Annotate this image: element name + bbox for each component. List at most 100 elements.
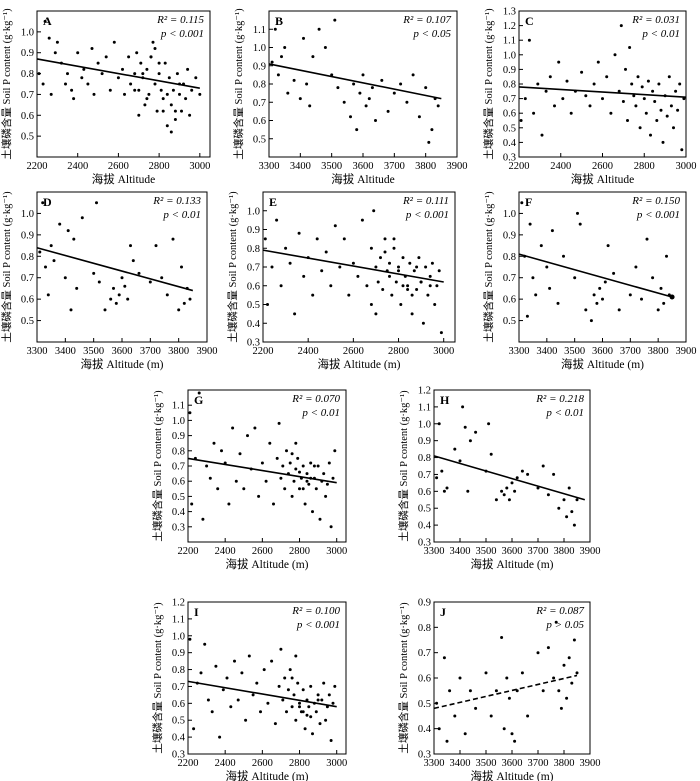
data-point	[655, 119, 659, 122]
data-point	[659, 108, 663, 112]
data-point	[439, 331, 443, 335]
data-point	[292, 78, 296, 82]
data-point	[360, 218, 364, 222]
x-tick-label: 2400	[550, 161, 571, 172]
data-point	[401, 284, 405, 288]
data-point	[356, 274, 360, 278]
data-point	[411, 73, 415, 77]
r-squared-label: R² = 0.150	[631, 195, 680, 207]
r-squared-label: R² = 0.087	[535, 605, 584, 617]
data-point	[53, 51, 57, 55]
y-axis-label: 土壤磷含量 Soil P content (g·kg⁻¹)	[397, 390, 410, 542]
data-point	[646, 79, 650, 83]
x-tick-label: 3800	[415, 161, 436, 172]
data-point	[314, 710, 318, 714]
r-squared-label: R² = 0.100	[291, 605, 340, 617]
y-tick-label: 0.4	[172, 507, 186, 518]
data-point	[233, 659, 236, 663]
panel-letter: I	[194, 605, 199, 619]
x-tick-label: 3900	[676, 346, 697, 357]
data-point	[308, 104, 312, 108]
data-point	[311, 55, 315, 59]
data-point	[69, 308, 73, 312]
data-point	[214, 664, 218, 668]
data-point	[412, 269, 416, 273]
y-tick-label: 1.0	[172, 631, 185, 642]
data-point	[325, 482, 329, 486]
y-tick-label: 1.0	[21, 27, 34, 38]
data-point	[461, 405, 465, 409]
data-point	[619, 24, 623, 28]
data-point	[463, 732, 467, 736]
x-tick-label: 2600	[252, 758, 273, 769]
data-point	[301, 487, 305, 491]
data-point	[203, 642, 207, 646]
data-point	[544, 89, 548, 93]
data-point	[133, 72, 137, 76]
y-axis-label: 土壤磷含量 Soil P content (g·kg⁻¹)	[397, 602, 410, 754]
data-point	[376, 280, 380, 284]
data-point	[294, 718, 298, 722]
data-point	[453, 447, 457, 451]
data-point	[399, 303, 403, 306]
data-point	[415, 265, 419, 269]
data-point	[145, 97, 149, 101]
x-tick-label: 3400	[536, 346, 557, 357]
x-tick-label: 2200	[253, 346, 274, 357]
data-point	[458, 459, 462, 463]
x-tick-label: 2400	[215, 758, 236, 769]
y-tick-label: 0.6	[21, 295, 34, 306]
data-point	[155, 109, 159, 113]
data-point	[112, 40, 116, 44]
data-point	[448, 689, 452, 693]
data-point	[505, 486, 509, 490]
y-tick-label: 1.0	[21, 209, 34, 220]
data-point	[190, 88, 194, 92]
data-point	[410, 293, 414, 297]
data-point	[640, 297, 643, 301]
data-point	[290, 705, 294, 709]
data-point	[374, 312, 378, 316]
data-point	[135, 51, 139, 55]
data-point	[556, 301, 560, 305]
data-point	[180, 109, 183, 113]
x-tick-label: 2400	[298, 346, 319, 357]
y-tick-label: 1.1	[172, 401, 185, 412]
x-tick-label: 3000	[326, 758, 347, 769]
data-point	[553, 104, 556, 108]
data-point	[296, 456, 300, 460]
y-tick-label: 0.9	[21, 230, 34, 241]
data-point	[63, 276, 67, 280]
data-point	[526, 472, 530, 476]
data-point	[49, 244, 53, 248]
data-point	[126, 297, 130, 301]
data-point	[528, 222, 532, 226]
data-point	[80, 76, 84, 80]
trend-line	[187, 457, 337, 484]
data-point	[114, 301, 118, 305]
y-tick-label: 0.9	[172, 431, 185, 442]
data-point	[266, 303, 269, 306]
p-value-label: p < 0.01	[641, 28, 680, 40]
data-point	[301, 688, 305, 692]
y-tick-label: 0.7	[247, 263, 260, 274]
data-point	[436, 104, 440, 108]
x-tick-label: 3500	[476, 758, 497, 769]
data-point	[595, 301, 599, 305]
data-point	[678, 82, 682, 86]
data-point	[298, 701, 301, 705]
data-point	[399, 82, 403, 86]
trend-line	[36, 58, 200, 89]
y-tick-label: 0.8	[172, 446, 185, 457]
data-point	[369, 303, 373, 306]
data-point	[531, 276, 535, 280]
panel-letter: J	[440, 605, 446, 619]
data-point	[290, 494, 294, 498]
data-point	[502, 727, 506, 731]
data-point	[415, 288, 419, 291]
y-tick-label: 0.6	[503, 295, 516, 306]
data-point	[44, 265, 47, 269]
data-point	[97, 280, 101, 284]
y-tick-label: 0.4	[418, 521, 432, 532]
data-point	[257, 494, 261, 498]
